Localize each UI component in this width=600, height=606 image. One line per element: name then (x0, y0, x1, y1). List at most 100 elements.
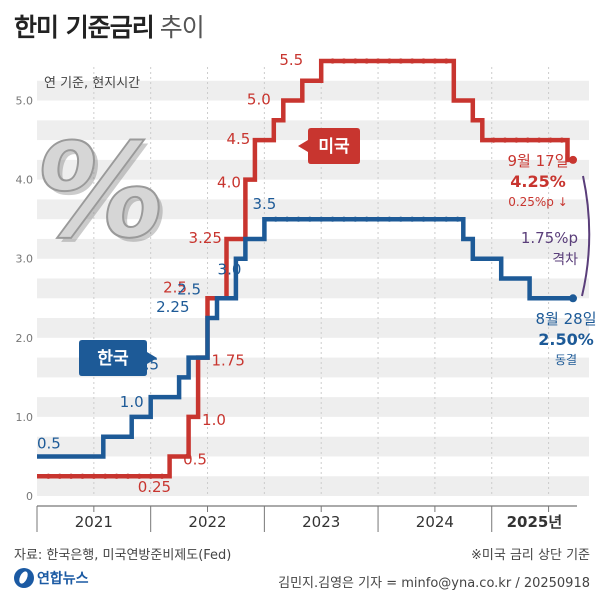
legend-us-label: 미국 (318, 137, 350, 157)
y-tick-label: 3.0 (16, 253, 34, 266)
series-dot (491, 137, 497, 143)
legend-kr-callout: 한국 (79, 340, 157, 376)
series-dot (341, 216, 347, 222)
series-dot (443, 58, 449, 64)
series-dot (136, 473, 142, 479)
logo-text: 연합뉴스 (37, 571, 89, 587)
value-label-us: 2.5 (163, 278, 187, 296)
svg-text:%: % (24, 116, 176, 267)
title-sub: 추이 (159, 13, 205, 42)
series-dot (284, 216, 290, 222)
series-dot (364, 58, 370, 64)
gap-label: 격차 (552, 252, 578, 268)
series-dot (536, 137, 542, 143)
value-label-us: 1.75 (212, 352, 245, 370)
x-year-label: 2021 (75, 513, 113, 531)
value-label-us: 4.5 (227, 130, 251, 148)
value-label-us: 0.25 (138, 478, 171, 496)
gap-annotation: 1.75%p 격차 (521, 175, 591, 297)
y-tick-label: 4.0 (16, 174, 34, 187)
series-dot (307, 216, 313, 222)
series-line-us (37, 58, 573, 479)
grid-band (37, 238, 589, 259)
grid-band (37, 199, 589, 220)
y-tick-label: 5.0 (16, 95, 34, 108)
grid-band (37, 476, 589, 496)
series-dot (102, 473, 108, 479)
value-label-kr: 3.0 (218, 261, 242, 279)
footer-credit: 김민지.김영은 기자 = minfo@yna.co.kr / 20250918 (278, 576, 590, 591)
value-label-us: 0.5 (183, 450, 207, 468)
series-dot (559, 137, 565, 143)
value-label-us: 5.0 (247, 91, 271, 109)
us-date: 9월 17일 (508, 152, 569, 170)
series-dot (364, 216, 370, 222)
value-label-us: 4.0 (217, 174, 241, 192)
series-dot (432, 216, 438, 222)
footer-note: ※미국 금리 상단 기준 (471, 548, 590, 563)
kr-value: 2.50% (538, 330, 594, 349)
percent-decoration-icon: % % (23, 115, 180, 271)
series-dot (159, 473, 165, 479)
logo-icon (14, 568, 34, 588)
y-tick-label: 1.0 (16, 411, 34, 424)
chart-title: 한미 기준금리 추이 (14, 8, 205, 44)
series-dot (375, 216, 381, 222)
series-dot (318, 216, 324, 222)
us-value: 4.25% (510, 172, 566, 191)
series-dot (273, 216, 279, 222)
series-dot (329, 216, 336, 222)
y-tick-label: 2.0 (16, 332, 34, 345)
series-dot (398, 58, 404, 64)
series-dot (341, 58, 347, 64)
logo: 연합뉴스 (14, 568, 89, 588)
series-dot (352, 58, 358, 64)
x-year-label: 2025년 (507, 513, 563, 531)
legend-kr-label: 한국 (97, 349, 129, 369)
series-dot (420, 216, 427, 222)
series-dot (513, 137, 519, 143)
value-label-us: 3.25 (189, 229, 222, 247)
value-label-kr: 1.0 (120, 393, 144, 411)
value-label-kr: 3.5 (252, 195, 276, 213)
series-dot (352, 216, 358, 222)
us-change: 0.25%p ↓ (508, 195, 568, 209)
series-dot (125, 473, 131, 479)
us-latest-annotation: 9월 17일 4.25% 0.25%p ↓ (508, 152, 569, 209)
value-label-us: 1.0 (202, 411, 226, 429)
value-label-us: 5.5 (279, 51, 303, 69)
series-dot (386, 216, 393, 222)
series-dot (455, 216, 461, 222)
series-dot (45, 473, 51, 479)
grid-band (37, 278, 589, 299)
series-dot (68, 473, 74, 479)
legend-us-callout: 미국 (298, 128, 360, 164)
gap-bracket (581, 175, 591, 297)
series-dot (443, 216, 449, 222)
x-year-label: 2022 (188, 513, 226, 531)
series-dot (375, 58, 381, 64)
title-main: 한미 기준금리 (14, 13, 155, 42)
series-dot (57, 473, 63, 479)
chart-note: 연 기준, 현지시간 (44, 76, 140, 91)
series-dot (409, 58, 415, 64)
grid-band (37, 397, 589, 417)
series-dot (295, 216, 302, 222)
grid-band (37, 436, 589, 457)
value-label-kr: 0.5 (37, 434, 61, 452)
series-line-kr (37, 216, 573, 459)
series-dot (79, 473, 86, 479)
series-dot (113, 473, 120, 479)
series-dot (432, 58, 438, 64)
grid-band (37, 357, 589, 378)
series-dot (386, 58, 393, 64)
footer-source: 자료: 한국은행, 미국연방준비제도(Fed) (14, 548, 232, 563)
kr-change: 동결 (555, 353, 577, 367)
grid-band (37, 318, 589, 338)
series-dot (398, 216, 404, 222)
series-dot (409, 216, 415, 222)
series-end-point (569, 155, 577, 164)
series-dot (329, 58, 336, 64)
y-tick-label: 0 (26, 490, 33, 503)
